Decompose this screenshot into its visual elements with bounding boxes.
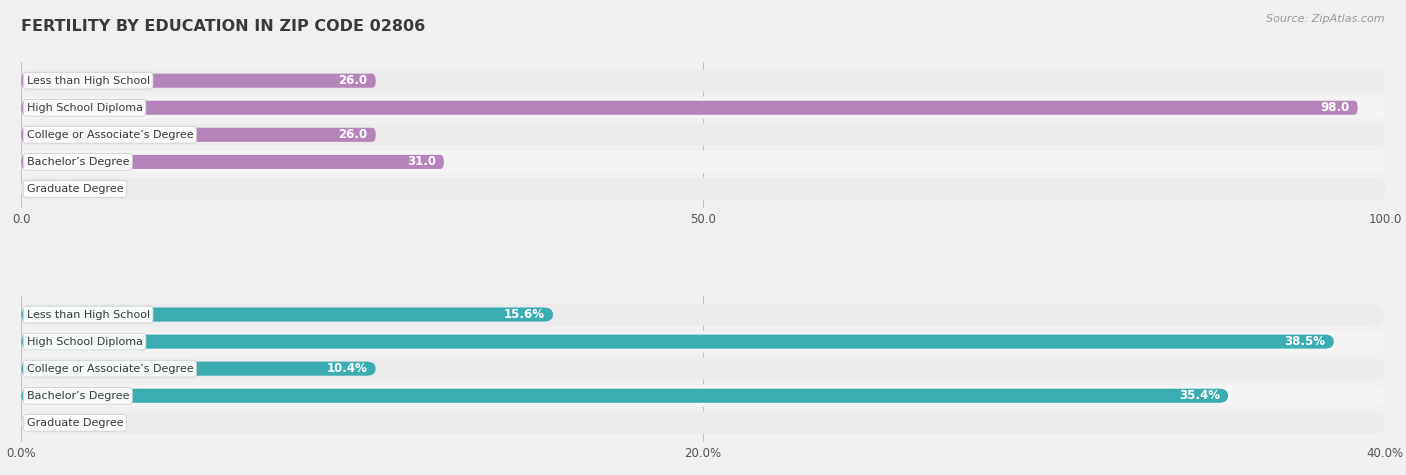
FancyBboxPatch shape	[21, 304, 1385, 326]
FancyBboxPatch shape	[21, 128, 375, 142]
FancyBboxPatch shape	[21, 74, 375, 88]
Text: High School Diploma: High School Diploma	[27, 337, 142, 347]
Text: 98.0: 98.0	[1320, 101, 1350, 114]
Text: 0.0%: 0.0%	[53, 416, 83, 429]
FancyBboxPatch shape	[21, 331, 1385, 353]
FancyBboxPatch shape	[21, 412, 1385, 434]
Text: High School Diploma: High School Diploma	[27, 103, 142, 113]
Text: College or Associate’s Degree: College or Associate’s Degree	[27, 130, 193, 140]
FancyBboxPatch shape	[21, 101, 1358, 115]
Text: 26.0: 26.0	[339, 74, 367, 87]
FancyBboxPatch shape	[21, 151, 1385, 173]
FancyBboxPatch shape	[21, 97, 1385, 119]
Text: College or Associate’s Degree: College or Associate’s Degree	[27, 364, 193, 374]
Text: 15.6%: 15.6%	[503, 308, 544, 321]
Text: 31.0: 31.0	[406, 155, 436, 169]
Text: 35.4%: 35.4%	[1178, 389, 1220, 402]
FancyBboxPatch shape	[21, 358, 1385, 380]
FancyBboxPatch shape	[21, 155, 444, 169]
Text: 10.4%: 10.4%	[326, 362, 367, 375]
Text: Source: ZipAtlas.com: Source: ZipAtlas.com	[1267, 14, 1385, 24]
Text: 0.0: 0.0	[53, 182, 72, 195]
FancyBboxPatch shape	[21, 361, 375, 376]
Text: Graduate Degree: Graduate Degree	[27, 418, 124, 428]
Text: Graduate Degree: Graduate Degree	[27, 184, 124, 194]
Text: Less than High School: Less than High School	[27, 76, 149, 86]
Text: Less than High School: Less than High School	[27, 310, 149, 320]
FancyBboxPatch shape	[21, 334, 1334, 349]
FancyBboxPatch shape	[21, 307, 553, 322]
Text: 26.0: 26.0	[339, 128, 367, 142]
Text: Bachelor’s Degree: Bachelor’s Degree	[27, 157, 129, 167]
Text: FERTILITY BY EDUCATION IN ZIP CODE 02806: FERTILITY BY EDUCATION IN ZIP CODE 02806	[21, 19, 426, 34]
FancyBboxPatch shape	[21, 124, 1385, 146]
FancyBboxPatch shape	[21, 178, 1385, 200]
FancyBboxPatch shape	[21, 385, 1385, 407]
FancyBboxPatch shape	[21, 70, 1385, 92]
Text: 38.5%: 38.5%	[1285, 335, 1326, 348]
FancyBboxPatch shape	[21, 389, 1227, 403]
Text: Bachelor’s Degree: Bachelor’s Degree	[27, 391, 129, 401]
